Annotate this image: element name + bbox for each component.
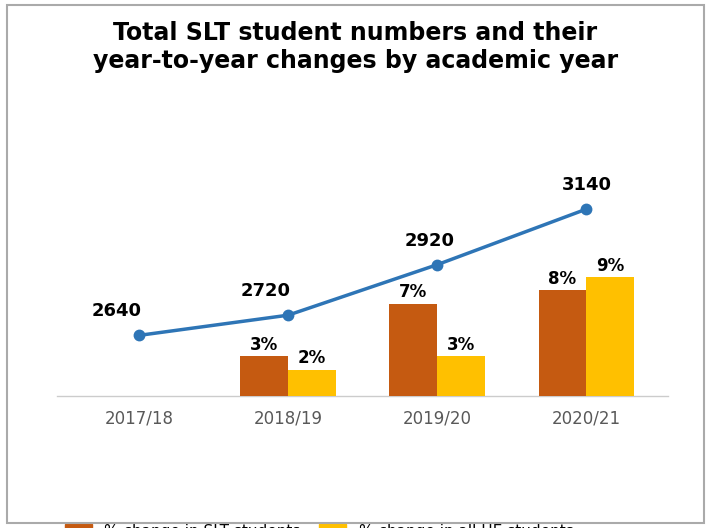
Bar [437,356,485,396]
Text: 2720: 2720 [240,282,291,300]
Bar [288,370,336,396]
Text: 2920: 2920 [405,232,455,250]
Text: 2640: 2640 [92,302,141,320]
Text: 3%: 3% [447,336,475,354]
Text: 3140: 3140 [561,176,611,194]
Bar [390,304,437,396]
Text: 2%: 2% [298,349,326,367]
Bar [539,290,587,396]
Text: 7%: 7% [399,283,427,301]
Text: 8%: 8% [548,270,577,288]
Text: 3%: 3% [250,336,278,354]
Text: 9%: 9% [596,257,624,275]
Bar [587,277,634,396]
Bar [240,356,288,396]
Text: Total SLT student numbers and their
year-to-year changes by academic year: Total SLT student numbers and their year… [93,21,618,73]
